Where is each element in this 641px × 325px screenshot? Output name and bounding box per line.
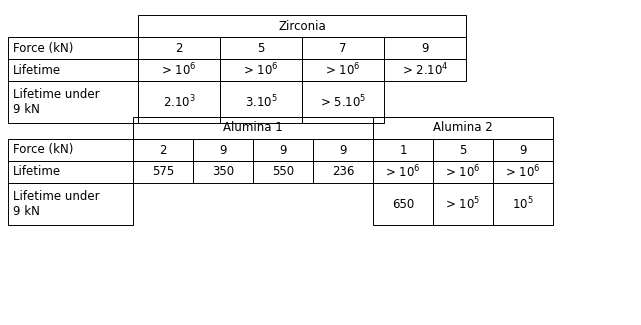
Bar — [373, 117, 553, 139]
Text: 9: 9 — [279, 144, 287, 157]
Text: > 10$^6$: > 10$^6$ — [325, 62, 361, 78]
Text: 7: 7 — [339, 42, 347, 55]
Text: 10$^5$: 10$^5$ — [512, 196, 534, 212]
Bar — [8, 161, 133, 183]
Bar — [493, 183, 553, 225]
Bar — [373, 139, 433, 161]
Bar — [138, 37, 220, 59]
Bar — [302, 59, 384, 81]
Text: > 2.10$^4$: > 2.10$^4$ — [402, 62, 448, 78]
Text: 9: 9 — [339, 144, 347, 157]
Text: Alumina 2: Alumina 2 — [433, 122, 493, 135]
Bar — [133, 117, 373, 139]
Text: 9: 9 — [219, 144, 227, 157]
Text: Alumina 1: Alumina 1 — [223, 122, 283, 135]
Bar — [493, 161, 553, 183]
Text: 9: 9 — [519, 144, 527, 157]
Bar — [302, 37, 384, 59]
Bar — [193, 161, 253, 183]
Text: Force (kN): Force (kN) — [13, 42, 73, 55]
Text: > 10$^5$: > 10$^5$ — [445, 196, 481, 212]
Bar — [433, 139, 493, 161]
Bar — [433, 161, 493, 183]
Bar — [138, 59, 220, 81]
Text: 2: 2 — [159, 144, 167, 157]
Text: 236: 236 — [332, 165, 354, 178]
Bar — [253, 161, 313, 183]
Bar — [384, 37, 466, 59]
Bar — [493, 139, 553, 161]
Bar — [373, 183, 433, 225]
Text: 550: 550 — [272, 165, 294, 178]
Text: 2: 2 — [175, 42, 183, 55]
Bar — [253, 139, 313, 161]
Text: 3.10$^5$: 3.10$^5$ — [245, 94, 278, 110]
Text: 5: 5 — [460, 144, 467, 157]
Text: 2.10$^3$: 2.10$^3$ — [163, 94, 196, 110]
Text: 650: 650 — [392, 198, 414, 211]
Text: Lifetime: Lifetime — [13, 165, 61, 178]
Text: 575: 575 — [152, 165, 174, 178]
Bar — [138, 81, 220, 123]
Bar — [433, 183, 493, 225]
Bar — [133, 161, 193, 183]
Bar — [133, 139, 193, 161]
Text: > 5.10$^5$: > 5.10$^5$ — [320, 94, 366, 110]
Text: > 10$^6$: > 10$^6$ — [445, 164, 481, 180]
Bar — [8, 139, 133, 161]
Text: > 10$^6$: > 10$^6$ — [244, 62, 279, 78]
Bar — [373, 161, 433, 183]
Bar — [220, 81, 302, 123]
Text: > 10$^6$: > 10$^6$ — [385, 164, 420, 180]
Bar — [220, 59, 302, 81]
Bar — [313, 139, 373, 161]
Text: Force (kN): Force (kN) — [13, 144, 73, 157]
Bar — [8, 37, 138, 59]
Text: Zirconia: Zirconia — [278, 20, 326, 32]
Text: 9: 9 — [421, 42, 429, 55]
Text: Lifetime under
9 kN: Lifetime under 9 kN — [13, 190, 99, 218]
Bar — [138, 15, 466, 37]
Text: Lifetime: Lifetime — [13, 63, 61, 76]
Bar — [302, 81, 384, 123]
Bar — [193, 139, 253, 161]
Bar — [313, 161, 373, 183]
Bar — [220, 37, 302, 59]
Bar — [384, 59, 466, 81]
Text: 1: 1 — [399, 144, 407, 157]
Text: > 10$^6$: > 10$^6$ — [162, 62, 197, 78]
Text: > 10$^6$: > 10$^6$ — [505, 164, 541, 180]
Bar — [8, 81, 138, 123]
Text: Lifetime under
9 kN: Lifetime under 9 kN — [13, 88, 99, 116]
Bar — [8, 59, 138, 81]
Text: 5: 5 — [257, 42, 265, 55]
Text: 350: 350 — [212, 165, 234, 178]
Bar — [8, 183, 133, 225]
